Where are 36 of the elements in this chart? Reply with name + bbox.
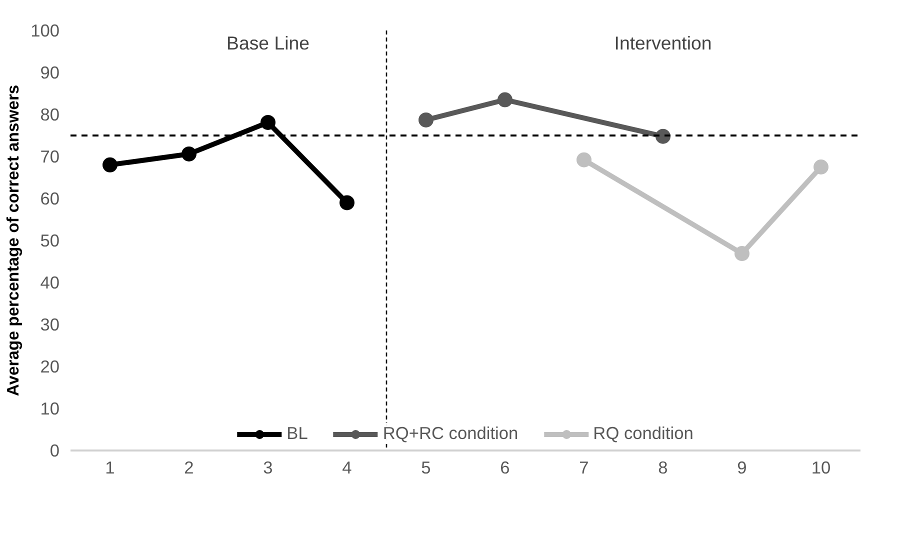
x-tick-label: 5 xyxy=(421,458,431,478)
x-tick-label: 1 xyxy=(105,458,115,478)
point xyxy=(814,160,828,174)
x-tick-label: 8 xyxy=(658,458,668,478)
point xyxy=(498,92,512,108)
y-tick-label: 100 xyxy=(30,20,60,40)
point xyxy=(102,157,118,172)
x-tick-label: 6 xyxy=(500,458,510,478)
y-tick-label: 80 xyxy=(40,104,60,124)
y-axis-title: Average percentage of correct answers xyxy=(4,84,23,396)
x-tick-label: 7 xyxy=(579,458,589,478)
point xyxy=(260,114,276,130)
annotation: Base Line xyxy=(226,32,310,54)
legend-label: RQ+RC condition xyxy=(382,423,518,444)
x-tick-label: 3 xyxy=(263,458,273,478)
point xyxy=(182,146,196,162)
y-tick-label: 30 xyxy=(40,314,60,334)
point xyxy=(734,246,750,262)
annotation: Intervention xyxy=(614,32,712,54)
point xyxy=(576,152,592,168)
x-tick-label: 9 xyxy=(737,458,747,478)
x-tick-label: 4 xyxy=(342,458,352,478)
y-tick-label: 20 xyxy=(40,356,60,376)
y-tick-label: 40 xyxy=(40,272,60,292)
point xyxy=(418,112,434,128)
x-tick-label: 2 xyxy=(184,458,194,478)
x-tick-label: 10 xyxy=(811,458,831,478)
y-tick-label: 0 xyxy=(50,440,60,460)
legend-label: BL xyxy=(286,423,308,444)
y-tick-label: 90 xyxy=(40,62,60,82)
y-tick-label: 60 xyxy=(40,188,60,208)
y-tick-label: 50 xyxy=(40,230,60,250)
point xyxy=(340,195,354,210)
legend-label: RQ condition xyxy=(593,423,694,444)
y-tick-label: 70 xyxy=(40,146,60,166)
y-tick-label: 10 xyxy=(40,398,60,418)
